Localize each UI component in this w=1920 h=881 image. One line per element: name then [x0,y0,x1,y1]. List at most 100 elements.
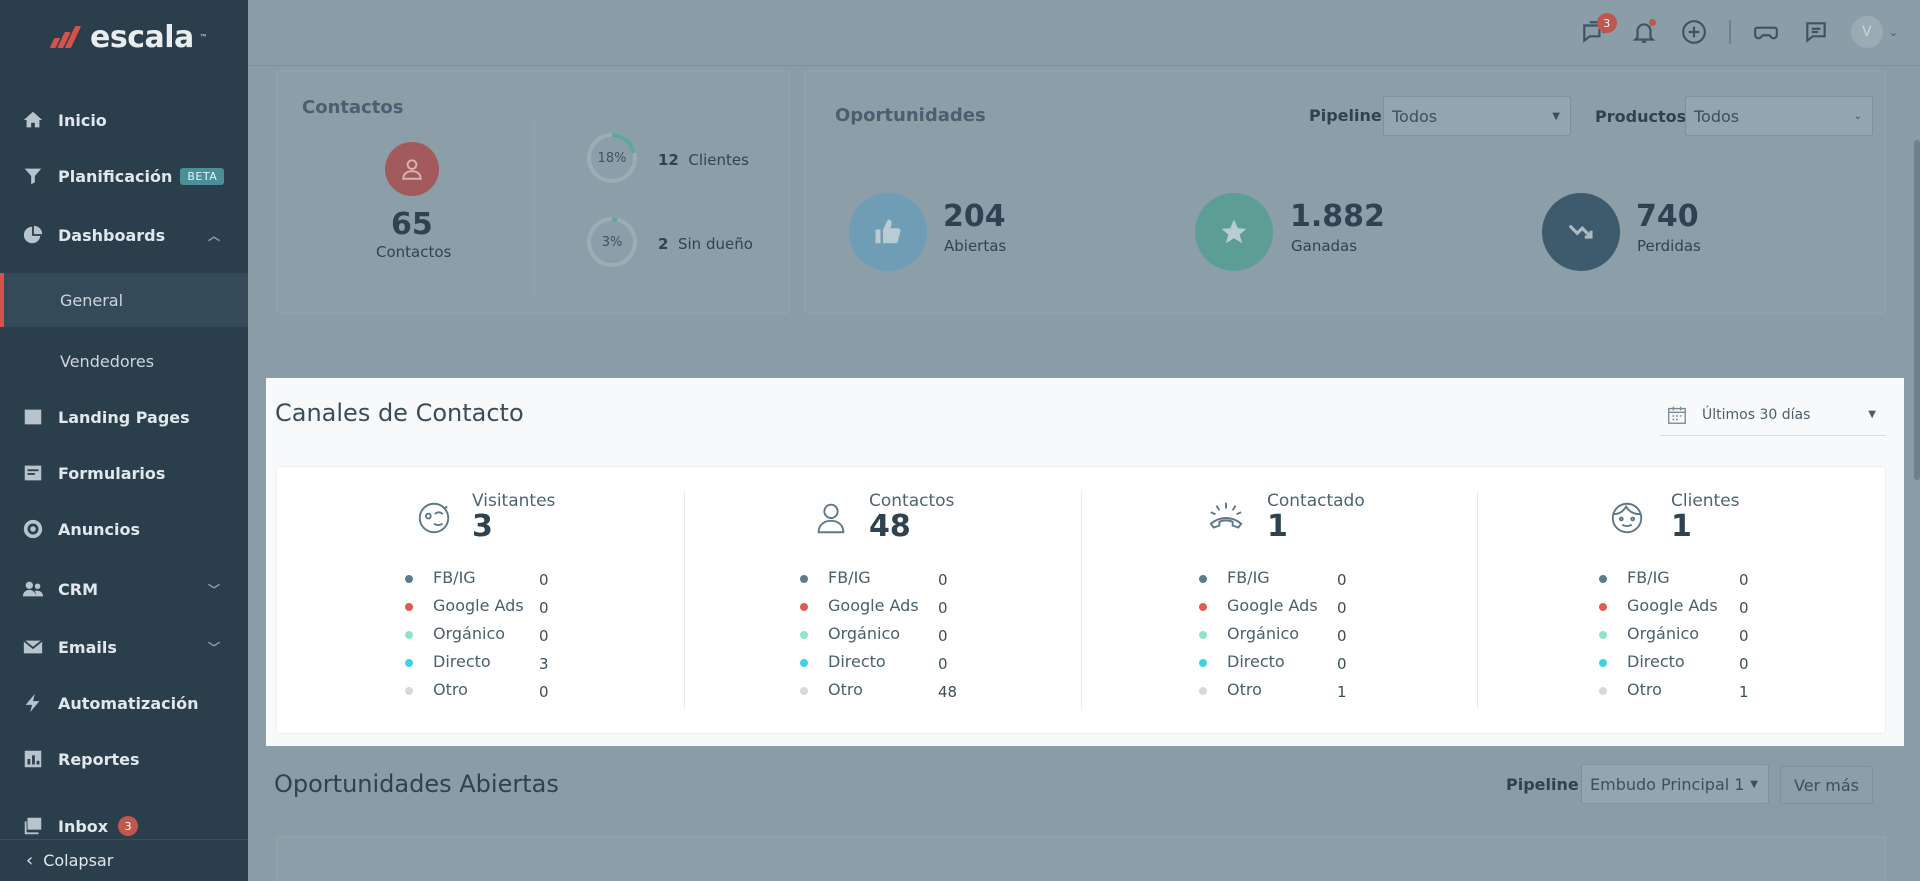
source-value: 0 [1337,571,1347,589]
oportunidades-title: Oportunidades [835,105,986,126]
date-range-picker[interactable]: Últimos 30 días ▼ [1660,394,1886,436]
chevron-down-icon[interactable]: ⌄ [1888,25,1898,39]
clientes-ring-arc [611,133,636,154]
sidebar-item-reportes[interactable]: Reportes [0,739,248,779]
source-row-directo: Directo 0 [1199,652,1359,674]
visitor-face-icon [415,499,453,537]
sidebar-subitem-vendedores[interactable]: Vendedores [0,334,248,388]
source-row-directo: Directo 0 [1599,652,1759,674]
page-scrollbar[interactable] [1914,140,1920,480]
source-name: FB/IG [828,568,871,587]
chevron-down-icon: ﹀ [207,640,220,655]
source-name: Orgánico [1227,624,1300,643]
thumbs-up-icon [849,193,927,271]
pipeline-value: Embudo Principal 1 [1590,774,1745,794]
caret-down-icon: ▼ [1750,778,1758,790]
directo-dot [405,659,413,667]
pipeline-select[interactable]: Embudo Principal 1 ▼ [1581,764,1769,804]
productos-select[interactable]: Todos ⌄ [1685,96,1873,136]
support-button[interactable] [1801,17,1831,47]
people-icon [22,578,44,600]
pipeline-label: Pipeline [1309,106,1382,125]
sidebar-item-label: General [60,290,124,310]
contactos-panel: Contactos 65 Contactos 18% 12 Clientes 3… [276,70,790,314]
sidebar-item-anuncios[interactable]: Anuncios [0,509,248,549]
channel-divider [684,491,685,709]
channel-name: Clientes [1671,491,1740,511]
trending-down-icon [1542,193,1620,271]
channel-name: Visitantes [472,491,556,511]
directo-dot [1599,659,1607,667]
ringing-phone-icon [1207,499,1245,537]
divider [534,117,535,297]
sidebar-item-planificacion[interactable]: Planificación BETA [0,156,248,196]
sidebar-item-crm[interactable]: CRM ﹀ [0,569,248,609]
source-row-directo: Directo 0 [800,652,960,674]
abiertas-label: Abiertas [944,237,1007,255]
productos-label: Productos [1595,107,1687,126]
support-chat-icon [1806,22,1826,43]
sidebar-item-landing-pages[interactable]: Landing Pages [0,397,248,437]
games-button[interactable] [1751,17,1781,47]
sidebar-item-label: Inicio [58,110,107,130]
notification-dot [1648,19,1656,26]
target-icon [22,518,44,540]
source-value: 0 [539,599,549,617]
source-value: 0 [1739,599,1749,617]
source-value: 0 [1739,627,1749,645]
source-row-otro: Otro 0 [405,680,565,702]
topbar-actions: 3 V ⌄ [1579,13,1898,48]
chat-button[interactable]: 3 [1579,13,1617,47]
sidebar-item-label: CRM [58,579,98,599]
channel-total: 1 [1267,509,1288,544]
channel-total: 1 [1671,509,1692,544]
calendar-icon [1668,406,1686,424]
sidebar-item-label: Reportes [58,749,140,769]
source-name: Otro [433,680,468,699]
source-name: FB/IG [1227,568,1270,587]
pipeline-select[interactable]: Todos ▼ [1383,96,1571,136]
source-name: FB/IG [1627,568,1670,587]
sidebar-item-inicio[interactable]: Inicio [0,100,248,140]
source-value: 48 [938,683,958,701]
escala-logo[interactable]: escala ™ [49,18,208,56]
add-button[interactable] [1679,17,1709,47]
ver-mas-button[interactable]: Ver más [1780,766,1873,804]
notifications-button[interactable] [1629,17,1659,47]
sidebar-item-emails[interactable]: Emails ﹀ [0,627,248,667]
sidebar-item-label: Planificación [58,166,173,186]
organico-dot [1599,631,1607,639]
sidebar-item-automatizacion[interactable]: Automatización [0,683,248,723]
source-row-google-ads: Google Ads 0 [1599,596,1759,618]
sidebar-item-label: Inbox [58,816,109,836]
pie-chart-icon [22,224,44,246]
gamepad-icon [1753,26,1778,40]
sidebar-item-dashboards[interactable]: Dashboards ︿ [0,215,248,255]
source-value: 0 [938,571,948,589]
sidebar-item-formularios[interactable]: Formularios [0,453,248,493]
contactos-total: 65 [391,207,433,242]
source-value: 1 [1337,683,1347,701]
organico-dot [405,631,413,639]
source-name: Orgánico [828,624,901,643]
inbox-count-badge: 3 [118,816,139,836]
directo-dot [800,659,808,667]
source-row-otro: Otro 1 [1199,680,1359,702]
canales-title: Canales de Contacto [275,399,524,427]
source-name: Otro [1627,680,1662,699]
source-value: 0 [938,627,948,645]
source-row-otro: Otro 48 [800,680,960,702]
sidebar-item-label: Dashboards [58,225,166,245]
chevron-down-icon: ⌄ [1853,110,1862,122]
collapse-sidebar-button[interactable]: ‹ Colapsar [0,839,248,881]
sidebar-subitem-general[interactable]: General [0,273,248,327]
date-range-value: Últimos 30 días [1702,406,1811,423]
sidebar-item-inbox[interactable]: Inbox 3 [0,806,248,846]
google-ads-dot [405,603,413,611]
user-avatar[interactable]: V [1850,16,1883,48]
source-row-google-ads: Google Ads 0 [405,596,565,618]
source-name: Orgánico [433,624,506,643]
source-name: Orgánico [1627,624,1700,643]
source-value: 0 [1337,655,1347,673]
clientes-pct: 18% [597,150,627,166]
